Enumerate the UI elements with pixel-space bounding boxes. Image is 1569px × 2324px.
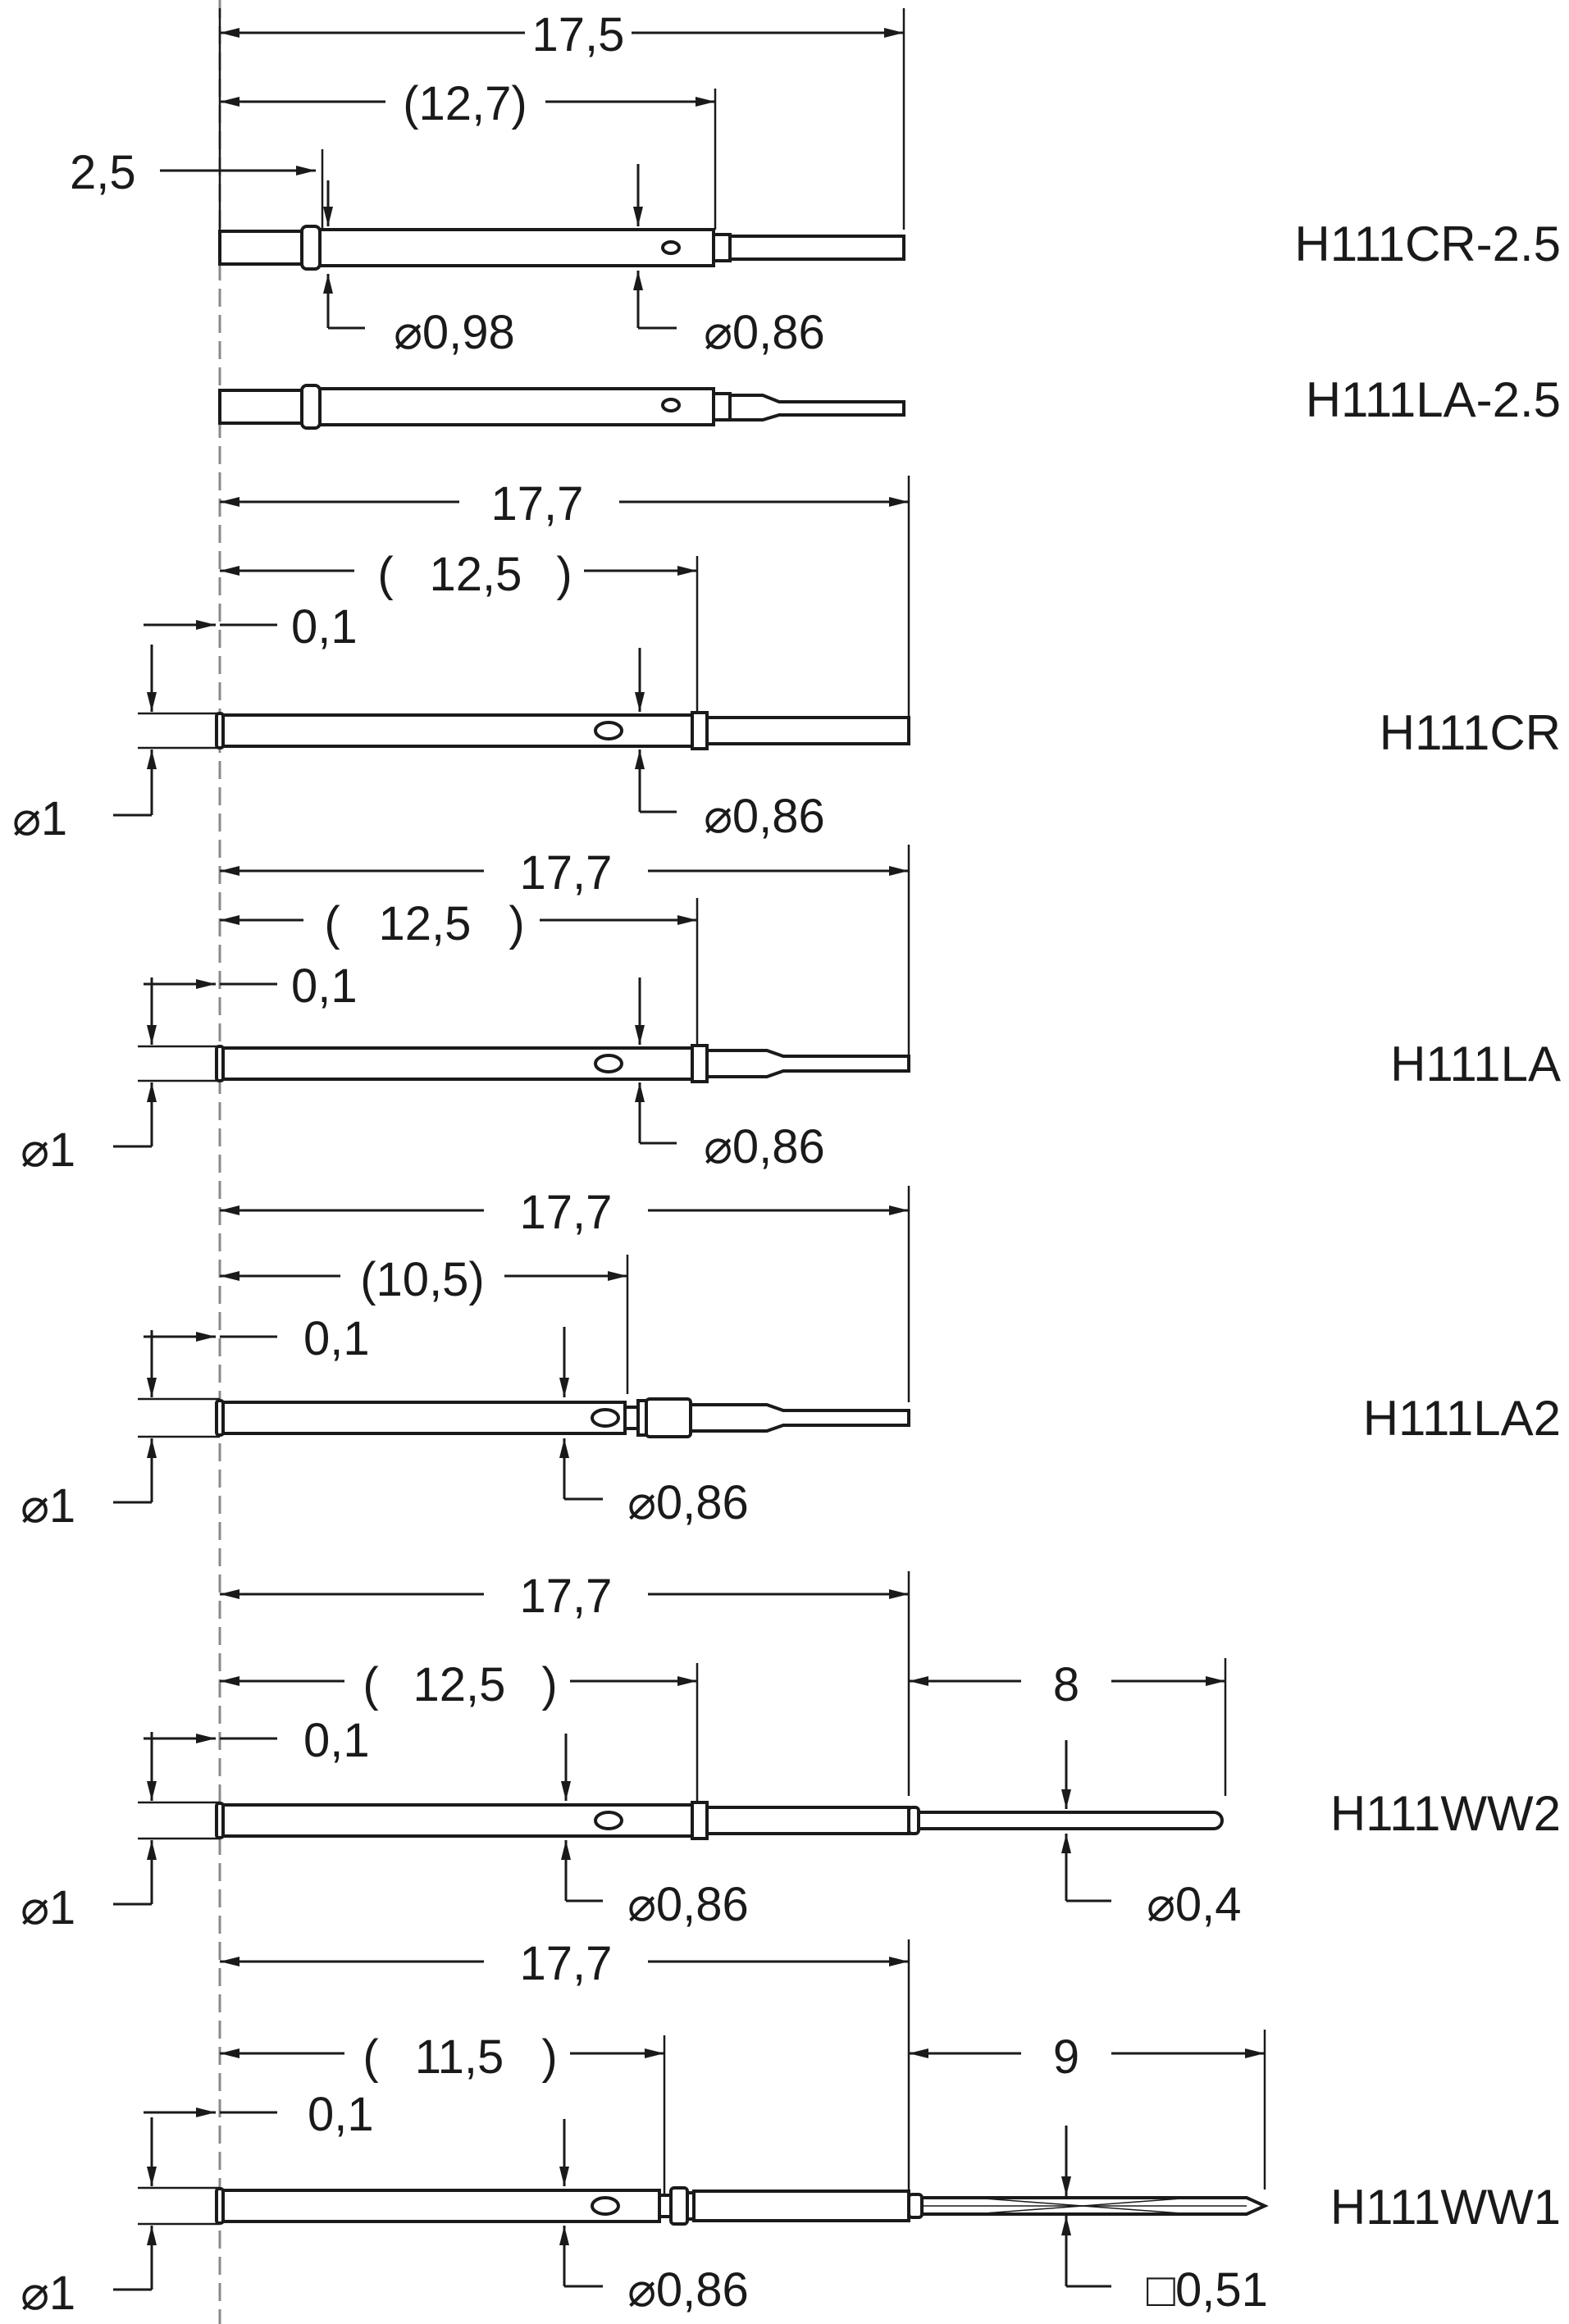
dim-offset: 2,5 [70, 146, 136, 199]
part-h111la-2-5: H111LA-2.5 [218, 372, 1561, 430]
dim-diameter-body: ⌀0,86 [704, 1120, 825, 1173]
model-label: H111WW2 [1330, 1786, 1561, 1841]
dim-diameter-head: ⌀1 [21, 1479, 75, 1533]
dim-diameter-body: ⌀0,86 [704, 790, 825, 843]
part-h111cr-2-5: 17,5 (12,7) 2,5 ⌀0,98 ⌀0,86 H111CR-2.5 [70, 8, 1561, 359]
dim-reference-length: (10,5) [360, 1253, 485, 1306]
dim-ref-paren: ) [541, 1658, 557, 1711]
dim-overall-length: 17,7 [491, 477, 584, 531]
dim-diameter-head: ⌀1 [12, 792, 67, 845]
dim-tail-length: 9 [1053, 2030, 1079, 2084]
dim-ref-paren: ) [541, 2030, 557, 2084]
dim-reference-length: 11,5 [415, 2030, 504, 2084]
dim-ref-paren: ) [509, 897, 524, 950]
dim-diameter-body: ⌀0,86 [627, 2263, 749, 2317]
model-label: H111WW1 [1330, 2180, 1561, 2235]
dim-offset: 0,1 [308, 2088, 374, 2141]
dim-overall-length: 17,5 [532, 8, 625, 62]
dim-reference-length: 12,5 [430, 548, 522, 601]
dim-square-tail: □0,51 [1147, 2263, 1268, 2317]
dim-diameter-body: ⌀0,86 [704, 306, 825, 359]
dim-tail-length: 8 [1053, 1658, 1079, 1711]
dim-ref-paren: ( [324, 897, 340, 950]
part-h111ww1: 17,7 ( 11,5 ) 9 0,1 ⌀1 ⌀0,86 [21, 1937, 1561, 2320]
part-h111la: 17,7 ( 12,5 ) 0,1 ⌀1 ⌀0,86 H111LA [21, 845, 1561, 1177]
model-label: H111LA2 [1363, 1391, 1561, 1446]
model-label: H111CR [1380, 705, 1561, 760]
part-h111ww2: 17,7 ( 12,5 ) 8 0,1 ⌀1 ⌀0,86 ⌀0,4 H111W [21, 1570, 1561, 1934]
dim-offset: 0,1 [291, 600, 358, 654]
model-label: H111CR-2.5 [1294, 216, 1561, 271]
dim-overall-length: 17,7 [520, 1570, 613, 1623]
dim-overall-length: 17,7 [520, 1937, 613, 1990]
dim-ref-paren: ( [363, 1658, 378, 1711]
dim-ref-paren: ( [377, 548, 393, 601]
dim-ref-paren: ( [363, 2030, 378, 2084]
dim-offset: 0,1 [303, 1312, 370, 1365]
dim-overall-length: 17,7 [520, 846, 613, 900]
dim-diameter-tail: ⌀0,4 [1147, 1878, 1242, 1931]
dim-ref-paren: ) [556, 548, 572, 601]
model-label: H111LA [1390, 1037, 1561, 1091]
dim-reference-length: (12,7) [403, 77, 527, 130]
dim-diameter-collar: ⌀0,98 [394, 306, 515, 359]
dim-diameter-head: ⌀1 [21, 1123, 75, 1177]
dim-reference-length: 12,5 [379, 897, 472, 950]
dim-diameter-body: ⌀0,86 [627, 1878, 749, 1931]
dim-diameter-head: ⌀1 [21, 2267, 75, 2320]
model-label: H111LA-2.5 [1306, 372, 1561, 427]
dim-diameter-body: ⌀0,86 [627, 1476, 749, 1529]
dim-offset: 0,1 [303, 1714, 370, 1767]
dim-overall-length: 17,7 [520, 1186, 613, 1239]
dim-reference-length: 12,5 [413, 1658, 506, 1711]
part-h111la2: 17,7 (10,5) 0,1 ⌀1 ⌀0,86 H111LA2 [21, 1186, 1561, 1533]
dim-diameter-head: ⌀1 [21, 1881, 75, 1934]
part-h111cr: 17,7 ( 12,5 ) 0,1 ⌀1 ⌀0,86 H111CR [12, 476, 1561, 845]
dim-offset: 0,1 [291, 959, 358, 1013]
